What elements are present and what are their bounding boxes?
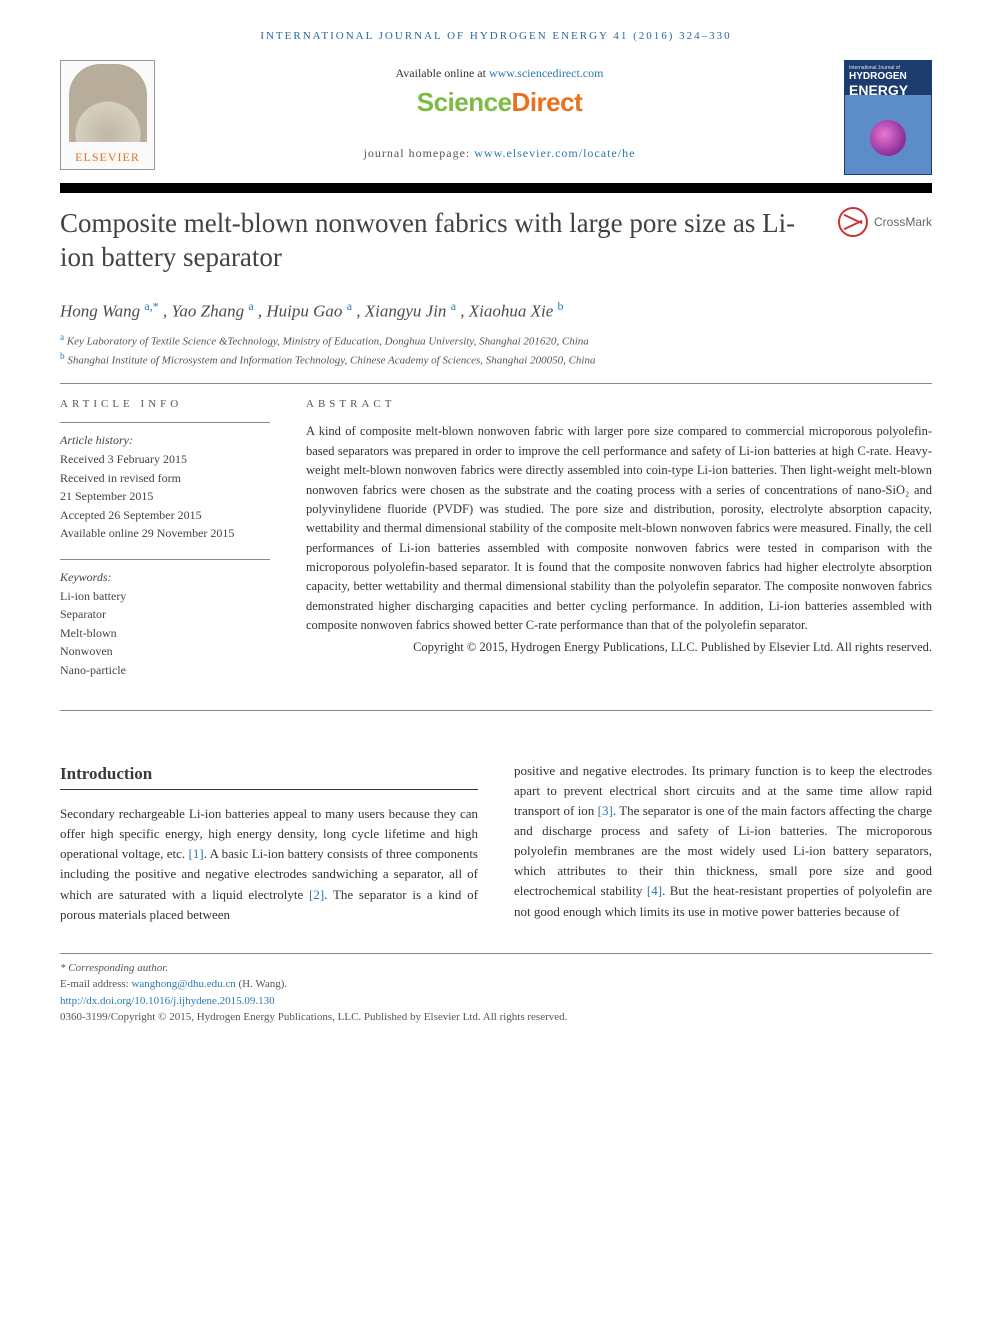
author-3-affil[interactable]: a bbox=[347, 299, 352, 313]
keyword-1: Separator bbox=[60, 605, 270, 624]
crossmark-widget[interactable]: CrossMark bbox=[838, 207, 932, 237]
ref-1[interactable]: [1] bbox=[189, 846, 204, 861]
introduction-rule bbox=[60, 789, 478, 790]
email-label: E-mail address: bbox=[60, 978, 131, 990]
journal-homepage-line: journal homepage: www.elsevier.com/locat… bbox=[175, 146, 824, 161]
article-title: Composite melt-blown nonwoven fabrics wi… bbox=[60, 207, 818, 275]
body-col-left: Introduction Secondary rechargeable Li-i… bbox=[60, 761, 478, 925]
issn-copyright-line: 0360-3199/Copyright © 2015, Hydrogen Ene… bbox=[60, 1009, 932, 1026]
ref-2[interactable]: [2] bbox=[309, 887, 324, 902]
doi-link[interactable]: http://dx.doi.org/10.1016/j.ijhydene.201… bbox=[60, 995, 275, 1007]
sd-logo-left: Science bbox=[417, 87, 512, 117]
cover-line1: International Journal of bbox=[849, 65, 927, 71]
introduction-heading: Introduction bbox=[60, 761, 478, 787]
crossmark-label: CrossMark bbox=[874, 215, 932, 229]
keywords-label: Keywords: bbox=[60, 568, 270, 587]
email-suffix: (H. Wang). bbox=[236, 978, 287, 990]
title-row: Composite melt-blown nonwoven fabrics wi… bbox=[60, 207, 932, 275]
body-col-right: positive and negative electrodes. Its pr… bbox=[514, 761, 932, 925]
keyword-4: Nano-particle bbox=[60, 661, 270, 680]
sciencedirect-logo[interactable]: ScienceDirect bbox=[175, 87, 824, 118]
history-received: Received 3 February 2015 bbox=[60, 450, 270, 469]
header-center: Available online at www.sciencedirect.co… bbox=[175, 60, 824, 161]
black-divider-bar bbox=[60, 183, 932, 193]
info-abstract-row: ARTICLE INFO Article history: Received 3… bbox=[60, 398, 932, 695]
author-4: , Xiangyu Jin bbox=[356, 301, 450, 320]
article-history-block: Article history: Received 3 February 201… bbox=[60, 422, 270, 543]
rule-2 bbox=[60, 710, 932, 711]
author-1: Hong Wang bbox=[60, 301, 144, 320]
author-4-affil[interactable]: a bbox=[451, 299, 456, 313]
available-prefix: Available online at bbox=[396, 66, 489, 80]
history-revised-2: 21 September 2015 bbox=[60, 487, 270, 506]
author-1-affil[interactable]: a,* bbox=[144, 299, 158, 313]
history-accepted: Accepted 26 September 2015 bbox=[60, 506, 270, 525]
elsevier-wordmark: ELSEVIER bbox=[75, 146, 140, 169]
elsevier-logo[interactable]: ELSEVIER bbox=[60, 60, 155, 170]
affil-b-text: Shanghai Institute of Microsystem and In… bbox=[65, 355, 596, 367]
author-5-affil[interactable]: b bbox=[558, 299, 564, 313]
abstract-body: A kind of composite melt-blown nonwoven … bbox=[306, 424, 932, 632]
history-revised-1: Received in revised form bbox=[60, 469, 270, 488]
author-2: , Yao Zhang bbox=[163, 301, 248, 320]
article-info-column: ARTICLE INFO Article history: Received 3… bbox=[60, 398, 270, 695]
abstract-copyright: Copyright © 2015, Hydrogen Energy Public… bbox=[306, 638, 932, 657]
author-5: , Xiaohua Xie bbox=[460, 301, 557, 320]
authors-line: Hong Wang a,* , Yao Zhang a , Huipu Gao … bbox=[60, 299, 932, 322]
ref-4[interactable]: [4] bbox=[647, 883, 662, 898]
intro-para-right: positive and negative electrodes. Its pr… bbox=[514, 761, 932, 922]
header-block: ELSEVIER Available online at www.science… bbox=[60, 60, 932, 175]
cover-line3: ENERGY bbox=[849, 82, 927, 98]
cover-graphic-icon bbox=[870, 120, 906, 156]
affiliation-b: b Shanghai Institute of Microsystem and … bbox=[60, 350, 932, 369]
email-line: E-mail address: wanghong@dhu.edu.cn (H. … bbox=[60, 976, 932, 993]
journal-cover-thumbnail[interactable]: International Journal of HYDROGEN ENERGY bbox=[844, 60, 932, 175]
intro-para-left: Secondary rechargeable Li-ion batteries … bbox=[60, 804, 478, 925]
rule-1 bbox=[60, 383, 932, 384]
affiliation-a: a Key Laboratory of Textile Science &Tec… bbox=[60, 331, 932, 350]
elsevier-tree-icon bbox=[69, 64, 147, 142]
journal-homepage-link[interactable]: www.elsevier.com/locate/he bbox=[474, 146, 635, 160]
author-2-affil[interactable]: a bbox=[248, 299, 253, 313]
affiliations: a Key Laboratory of Textile Science &Tec… bbox=[60, 331, 932, 369]
abstract-head: ABSTRACT bbox=[306, 398, 932, 410]
keyword-3: Nonwoven bbox=[60, 642, 270, 661]
affil-a-text: Key Laboratory of Textile Science &Techn… bbox=[64, 336, 589, 348]
running-head: international journal of hydrogen energy… bbox=[60, 30, 932, 42]
keyword-0: Li-ion battery bbox=[60, 587, 270, 606]
keyword-2: Melt-blown bbox=[60, 624, 270, 643]
sciencedirect-link[interactable]: www.sciencedirect.com bbox=[489, 66, 604, 80]
article-info-head: ARTICLE INFO bbox=[60, 398, 270, 410]
corresponding-email-link[interactable]: wanghong@dhu.edu.cn bbox=[131, 978, 235, 990]
ref-3[interactable]: [3] bbox=[598, 803, 613, 818]
abstract-text: A kind of composite melt-blown nonwoven … bbox=[306, 422, 932, 657]
history-online: Available online 29 November 2015 bbox=[60, 524, 270, 543]
corresponding-author-label: * Corresponding author. bbox=[60, 960, 932, 977]
footnotes: * Corresponding author. E-mail address: … bbox=[60, 953, 932, 1026]
keywords-block: Keywords: Li-ion battery Separator Melt-… bbox=[60, 559, 270, 680]
homepage-prefix: journal homepage: bbox=[364, 146, 475, 160]
abstract-column: ABSTRACT A kind of composite melt-blown … bbox=[306, 398, 932, 695]
cover-line2: HYDROGEN bbox=[849, 71, 927, 82]
author-3: , Huipu Gao bbox=[258, 301, 347, 320]
available-online-line: Available online at www.sciencedirect.co… bbox=[175, 66, 824, 81]
sd-logo-right: Direct bbox=[512, 87, 583, 117]
history-label: Article history: bbox=[60, 431, 270, 450]
body-two-columns: Introduction Secondary rechargeable Li-i… bbox=[60, 761, 932, 925]
crossmark-icon bbox=[838, 207, 868, 237]
